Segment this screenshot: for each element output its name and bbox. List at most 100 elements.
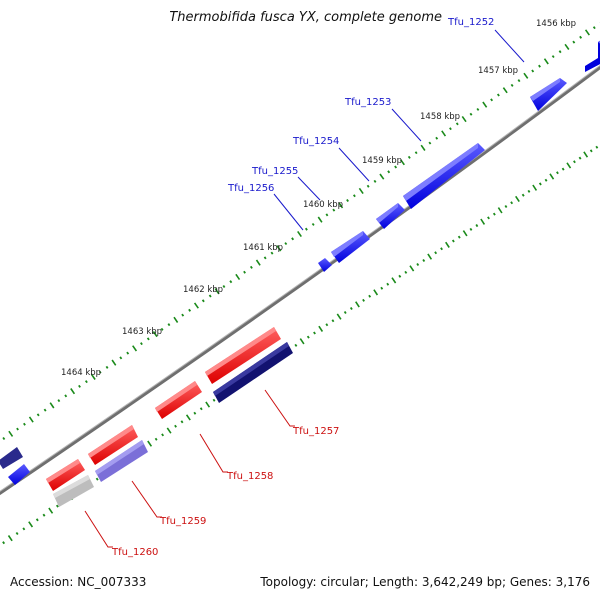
- ruler-label-1463: 1463 kbp: [122, 327, 162, 337]
- label-tfu-1258[interactable]: Tfu_1258: [226, 471, 273, 482]
- ruler-tick: [521, 193, 525, 197]
- ruler-tick: [549, 173, 555, 180]
- gene-tfu-1255[interactable]: [376, 203, 405, 229]
- ruler-tick: [23, 422, 26, 426]
- ruler-tick: [95, 477, 99, 481]
- gene-tfu-1254[interactable]: [403, 143, 485, 209]
- ruler-tick: [399, 159, 405, 166]
- ruler-tick: [532, 184, 538, 191]
- gene-left-blue-small[interactable]: [8, 464, 30, 485]
- ruler-tick: [205, 401, 211, 408]
- ruler-tick: [434, 251, 438, 255]
- ruler-tick: [556, 171, 559, 175]
- label-tfu-1257[interactable]: Tfu_1257: [292, 426, 339, 437]
- ruler-tick: [441, 130, 447, 137]
- ruler-tick: [449, 127, 452, 131]
- ruler-tick: [173, 316, 179, 323]
- ruler-tick: [595, 145, 599, 149]
- ruler-tick: [404, 270, 408, 274]
- ruler-tick: [373, 179, 377, 183]
- ruler-tick: [358, 187, 364, 195]
- gene-tfu-1259-red[interactable]: [88, 425, 138, 465]
- ruler-tick: [379, 173, 385, 180]
- gene-tfu-1259-lavender[interactable]: [95, 440, 148, 482]
- ruler-label-1457: 1457 kbp: [478, 66, 518, 76]
- ruler-tick: [496, 93, 500, 97]
- ruler-tick: [64, 394, 68, 398]
- ruler-tick: [276, 245, 282, 252]
- ruler-tick: [584, 29, 590, 36]
- ruler-tick: [140, 342, 143, 346]
- gene-tfu-1256[interactable]: [331, 231, 370, 263]
- ruler-tick: [475, 224, 479, 228]
- ruler-tick: [355, 301, 360, 308]
- ruler-tick: [343, 311, 347, 314]
- ruler-tick: [592, 26, 596, 30]
- ruler-tick: [212, 398, 216, 402]
- ruler-tick: [313, 331, 316, 335]
- ruler-tick: [49, 402, 55, 409]
- label-tfu-1254[interactable]: Tfu_1254: [292, 136, 339, 147]
- ruler-tick: [578, 156, 582, 160]
- label-tfu-1255[interactable]: Tfu_1255: [251, 166, 298, 177]
- ruler-ticks-outer: [2, 22, 600, 441]
- ruler-tick: [543, 58, 549, 65]
- ruler-tick: [317, 216, 323, 223]
- ruler-tick: [331, 319, 335, 323]
- label-tfu-1256[interactable]: Tfu_1256: [227, 183, 274, 194]
- ruler-tick: [386, 282, 390, 286]
- gene-tfu-1258[interactable]: [155, 381, 202, 419]
- ruler-tick: [311, 222, 315, 226]
- ruler-tick: [422, 259, 426, 262]
- ruler-tick: [517, 79, 521, 83]
- ruler-tick: [523, 72, 529, 79]
- label-tfu-1253[interactable]: Tfu_1253: [344, 97, 391, 108]
- ruler-label-1464: 1464 kbp: [61, 368, 101, 378]
- forward-genes: [0, 40, 600, 485]
- topology-summary: Topology: circular; Length: 3,642,249 bp…: [260, 575, 590, 589]
- ruler-tick: [84, 380, 88, 384]
- ruler-tick: [235, 273, 241, 281]
- ruler-tick: [564, 43, 570, 50]
- ruler-tick: [457, 235, 461, 239]
- ruler-tick: [306, 335, 310, 339]
- ruler-tick: [201, 299, 205, 303]
- ruler-tick: [214, 288, 220, 295]
- ruler-tick: [538, 182, 542, 186]
- ruler-tick: [188, 308, 192, 312]
- gene-tfu-1253[interactable]: [530, 78, 567, 111]
- ruler-tick: [22, 527, 26, 531]
- ruler-tick: [469, 112, 473, 116]
- ruler-tick: [469, 227, 473, 231]
- ruler-tick: [243, 270, 246, 274]
- ruler-tick: [346, 199, 349, 202]
- gene-tfu-1257-navy[interactable]: [213, 342, 293, 403]
- ruler-tick: [380, 286, 384, 290]
- label-tfu-1260[interactable]: Tfu_1260: [111, 547, 158, 558]
- ruler-tick: [152, 331, 158, 338]
- ruler-tick: [263, 256, 267, 260]
- ruler-tick: [222, 285, 226, 288]
- ruler-tick: [2, 436, 6, 441]
- ruler-tick: [349, 307, 353, 310]
- forward-gene-labels: Tfu_1252 Tfu_1253 Tfu_1254 Tfu_1255 Tfu_…: [227, 17, 494, 194]
- ruler-tick: [583, 151, 589, 158]
- ruler-tick: [43, 408, 47, 412]
- gene-left-navy-small[interactable]: [0, 447, 23, 469]
- label-tfu-1259[interactable]: Tfu_1259: [159, 516, 206, 527]
- ruler-tick: [304, 227, 308, 231]
- genome-title: Thermobifida fusca YX, complete genome: [169, 10, 442, 25]
- ruler-tick: [105, 365, 109, 369]
- ruler-tick: [407, 155, 411, 159]
- gene-tfu-1257-red[interactable]: [205, 327, 281, 384]
- genome-backbone-highlight: [0, 64, 600, 492]
- ruler-label-1458: 1458 kbp: [420, 112, 460, 122]
- ruler-tick: [297, 230, 302, 238]
- gene-tfu-1260-grey[interactable]: [53, 475, 94, 507]
- ruler-tick: [504, 205, 508, 208]
- gene-tfu-1260-red[interactable]: [46, 459, 85, 491]
- ruler-tick: [299, 338, 305, 345]
- ruler-tick: [427, 253, 433, 260]
- label-tfu-1252[interactable]: Tfu_1252: [447, 17, 494, 28]
- gene-tfu-1256-small[interactable]: [318, 258, 332, 272]
